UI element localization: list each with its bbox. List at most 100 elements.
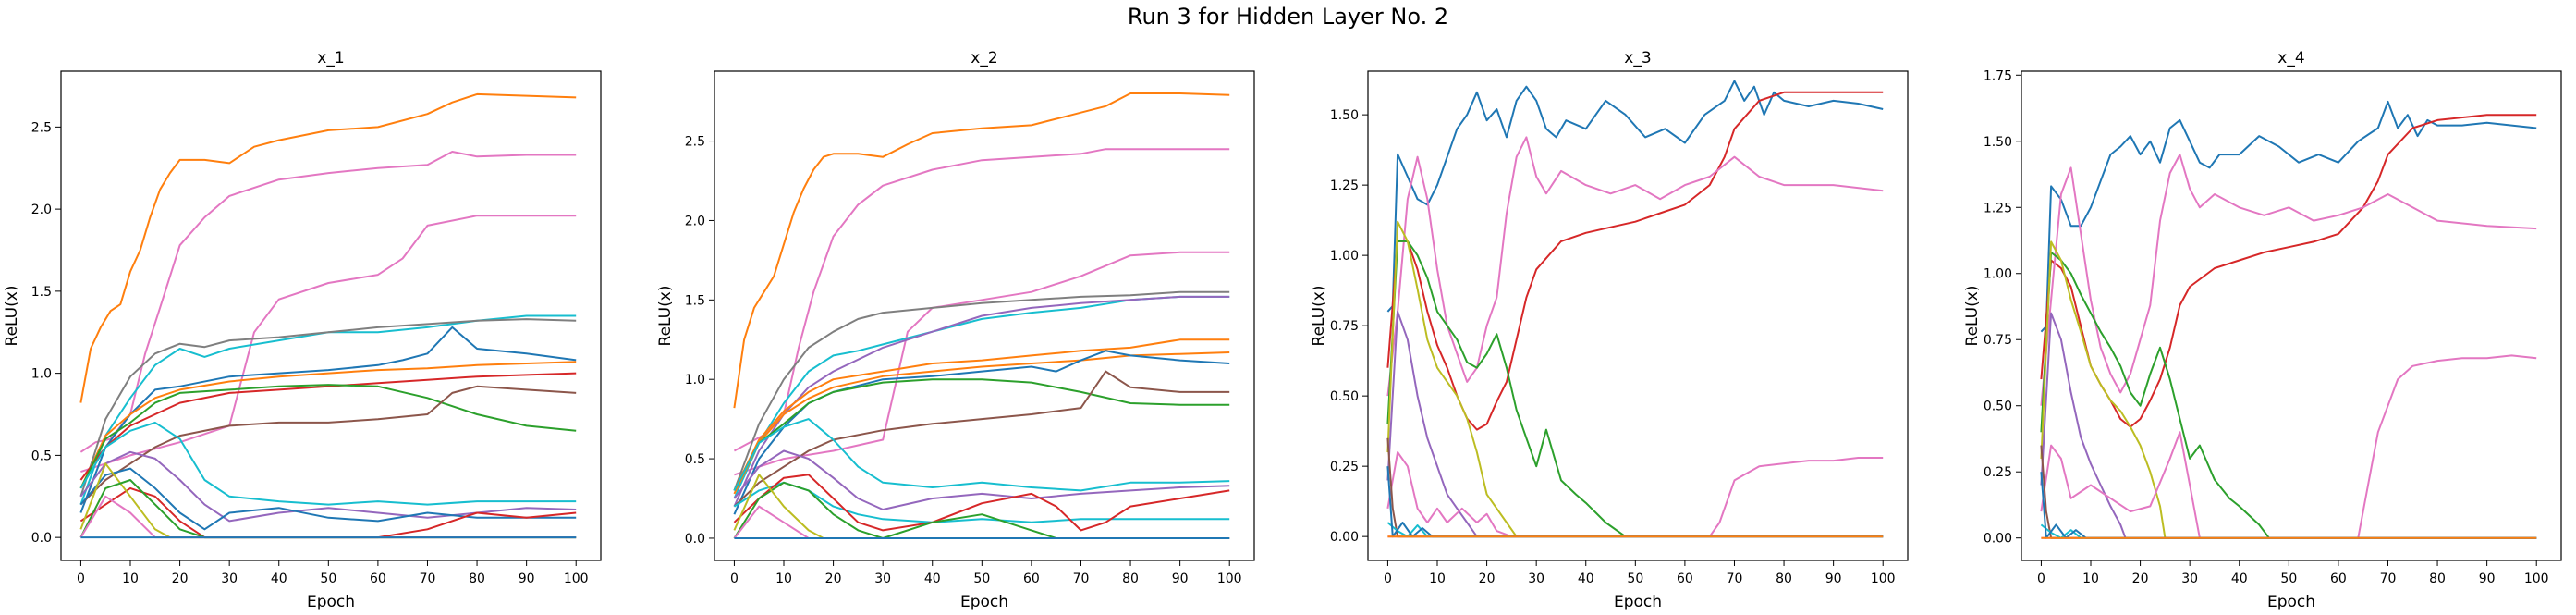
y-axis-label: ReLU(x) bbox=[1310, 286, 1328, 347]
y-tick-label: 0.75 bbox=[1984, 333, 2012, 348]
x-tick-label: 60 bbox=[2330, 572, 2347, 586]
y-tick-label: 0.25 bbox=[1984, 465, 2012, 480]
series-line-10 bbox=[79, 385, 577, 506]
series-line-5 bbox=[1386, 220, 1884, 538]
x-tick-label: 60 bbox=[1023, 572, 1040, 586]
x-tick-label: 80 bbox=[1776, 572, 1792, 586]
series-line-6 bbox=[1386, 310, 1884, 538]
series-line-8 bbox=[2040, 431, 2537, 539]
x-tick-label: 100 bbox=[1871, 572, 1896, 586]
subplot-4: 0 10 20 30 40 50 60 70 80 90 100 0.00 0.25 0.50 0.75 1.… bbox=[1963, 49, 2562, 611]
x-tick-label: 90 bbox=[1172, 572, 1189, 586]
x-tick-label: 40 bbox=[924, 572, 941, 586]
series-line-3 bbox=[2040, 154, 2537, 406]
y-tick-label: 0.75 bbox=[1330, 319, 1359, 334]
series-line-4 bbox=[79, 314, 577, 505]
series-line-9 bbox=[1386, 437, 1884, 538]
series-line-2 bbox=[2040, 114, 2537, 428]
x-tick-label: 20 bbox=[1479, 572, 1496, 586]
x-tick-label: 100 bbox=[564, 572, 589, 586]
subplot-1: 0 10 20 30 40 50 60 70 80 90 100 0.0 0.5 1.0 1.5 2.0 2.5… bbox=[3, 49, 602, 611]
x-axis-label: Epoch bbox=[2267, 593, 2315, 611]
x-tick-label: 70 bbox=[420, 572, 436, 586]
x-axis-label: Epoch bbox=[307, 593, 355, 611]
series-group bbox=[733, 92, 1230, 539]
x-tick-label: 30 bbox=[1528, 572, 1544, 586]
series-line-16 bbox=[733, 481, 1230, 539]
y-tick-label: 1.25 bbox=[1330, 178, 1359, 193]
x-tick-label: 70 bbox=[1727, 572, 1743, 586]
x-tick-label: 100 bbox=[1217, 572, 1242, 586]
x-tick-label: 50 bbox=[1627, 572, 1643, 586]
x-tick-label: 80 bbox=[1122, 572, 1139, 586]
axes-frame bbox=[60, 70, 602, 561]
series-line-15 bbox=[733, 474, 1230, 532]
series-line-12 bbox=[79, 450, 577, 523]
y-axis-label: ReLU(x) bbox=[1963, 286, 1982, 347]
x-tick-label: 80 bbox=[2429, 572, 2446, 586]
y-tick-label: 1.0 bbox=[31, 367, 52, 382]
x-tick-label: 10 bbox=[775, 572, 792, 586]
subplot-title: x_4 bbox=[2277, 49, 2304, 68]
series-line-7 bbox=[733, 338, 1230, 491]
y-tick-label: 1.50 bbox=[1984, 135, 2012, 150]
x-tick-label: 0 bbox=[77, 572, 85, 586]
y-tick-label: 0.50 bbox=[1984, 400, 2012, 414]
x-tick-label: 20 bbox=[2132, 572, 2149, 586]
y-tick-label: 1.75 bbox=[1984, 68, 2012, 83]
x-tick-label: 90 bbox=[519, 572, 535, 586]
y-tick-label: 2.0 bbox=[31, 203, 52, 217]
series-line-13 bbox=[79, 467, 577, 531]
y-tick-label: 0.00 bbox=[1330, 530, 1359, 545]
series-line-9 bbox=[2040, 445, 2537, 539]
series-line-5 bbox=[2040, 240, 2537, 539]
series-line-7 bbox=[79, 361, 577, 489]
y-tick-label: 2.0 bbox=[685, 214, 705, 228]
y-tick-label: 1.0 bbox=[685, 373, 705, 387]
series-group bbox=[2040, 100, 2537, 539]
figure-title: Run 3 for Hidden Layer No. 2 bbox=[1127, 4, 1449, 30]
series-line-6 bbox=[79, 326, 577, 513]
x-tick-label: 0 bbox=[730, 572, 739, 586]
axes-frame bbox=[714, 70, 1255, 561]
x-tick-label: 10 bbox=[122, 572, 139, 586]
x-tick-label: 50 bbox=[320, 572, 336, 586]
series-line-3 bbox=[1386, 136, 1884, 397]
series-line-5 bbox=[733, 290, 1230, 491]
series-line-2 bbox=[79, 151, 577, 453]
series-line-7 bbox=[2041, 354, 2537, 539]
series-line-8 bbox=[733, 351, 1230, 495]
y-tick-label: 1.00 bbox=[1984, 267, 2012, 282]
series-line-12 bbox=[733, 418, 1230, 492]
x-tick-label: 20 bbox=[825, 572, 842, 586]
y-tick-label: 1.00 bbox=[1330, 249, 1359, 264]
series-line-3 bbox=[80, 215, 577, 474]
x-axis-label: Epoch bbox=[960, 593, 1008, 611]
y-tick-label: 1.5 bbox=[31, 285, 52, 300]
x-tick-label: 0 bbox=[1384, 572, 1392, 586]
series-line-4 bbox=[1386, 240, 1884, 538]
y-tick-label: 0.50 bbox=[1330, 389, 1359, 404]
series-line-8 bbox=[79, 372, 577, 481]
series-line-10 bbox=[2040, 523, 2537, 539]
axes-frame bbox=[2021, 70, 2562, 561]
x-tick-label: 40 bbox=[1578, 572, 1594, 586]
x-tick-label: 40 bbox=[271, 572, 287, 586]
y-tick-label: 2.5 bbox=[31, 120, 52, 135]
series-group bbox=[1386, 80, 1884, 538]
series-line-18 bbox=[733, 505, 1230, 539]
subplot-title: x_1 bbox=[317, 49, 344, 68]
y-tick-label: 0.0 bbox=[685, 532, 705, 547]
y-tick-label: 0.00 bbox=[1984, 532, 2012, 547]
y-tick-label: 2.5 bbox=[685, 135, 705, 150]
series-group bbox=[79, 92, 577, 539]
axes-frame bbox=[1367, 70, 1909, 561]
subplot-3: 0 10 20 30 40 50 60 70 80 90 100 0.00 0.25 0.50 0.75 1.… bbox=[1310, 49, 1909, 611]
series-line-11 bbox=[79, 421, 577, 506]
x-tick-label: 70 bbox=[1073, 572, 1090, 586]
x-tick-label: 30 bbox=[874, 572, 891, 586]
series-line-1 bbox=[733, 92, 1230, 409]
x-tick-label: 10 bbox=[2082, 572, 2099, 586]
x-tick-label: 70 bbox=[2380, 572, 2397, 586]
series-line-1 bbox=[79, 92, 577, 403]
